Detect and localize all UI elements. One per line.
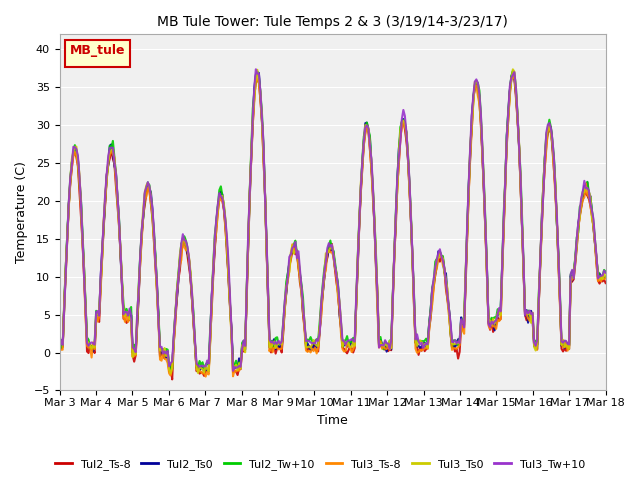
X-axis label: Time: Time <box>317 414 348 427</box>
Legend: Tul2_Ts-8, Tul2_Ts0, Tul2_Tw+10, Tul3_Ts-8, Tul3_Ts0, Tul3_Tw+10: Tul2_Ts-8, Tul2_Ts0, Tul2_Tw+10, Tul3_Ts… <box>51 455 589 474</box>
Title: MB Tule Tower: Tule Temps 2 & 3 (3/19/14-3/23/17): MB Tule Tower: Tule Temps 2 & 3 (3/19/14… <box>157 15 508 29</box>
Y-axis label: Temperature (C): Temperature (C) <box>15 161 28 264</box>
Legend:  <box>65 40 129 67</box>
